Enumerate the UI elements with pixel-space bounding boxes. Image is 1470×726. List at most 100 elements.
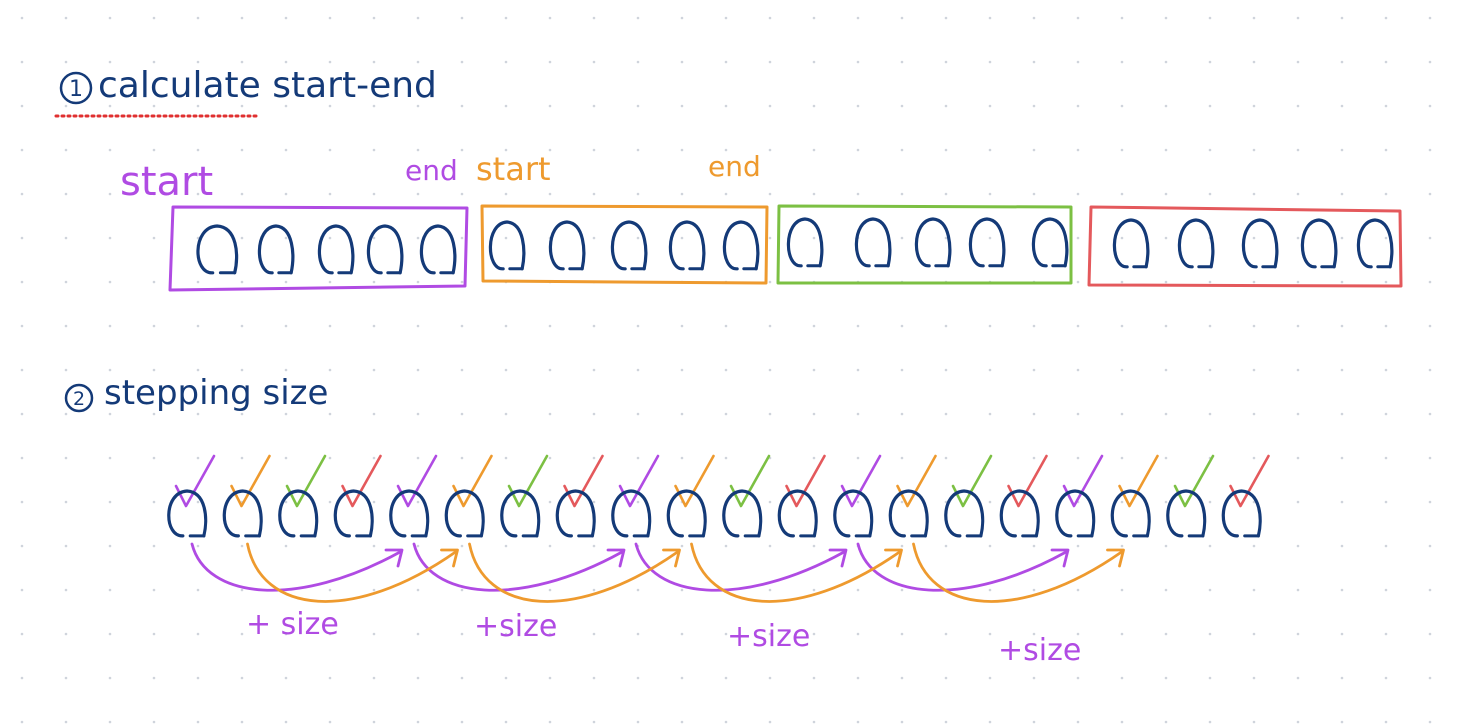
grid-dot [680,588,684,592]
grid-dot [416,412,420,416]
grid-dot [416,456,420,460]
array-item-stroke [1166,489,1207,538]
array-item-stroke [333,489,374,538]
array-item-stroke [196,224,239,275]
grid-dot [856,324,860,328]
grid-dot [460,236,464,240]
purple-step-arrowhead [606,548,626,568]
step-checkmark [1229,454,1270,508]
grid-dot [1296,588,1300,592]
grid-dot [372,368,376,372]
array-item [366,224,404,275]
grid-dot [1164,104,1168,108]
grid-dot [592,632,596,636]
grid-dot [1296,192,1300,196]
grid-dot [1384,412,1388,416]
grid-dot [944,236,948,240]
grid-dot [284,544,288,548]
grid-dot [548,324,552,328]
grid-dot [1340,456,1344,460]
grid-dot [416,588,420,592]
array-item-stroke [1241,218,1279,269]
grid-dot [680,632,684,636]
grid-dot [1296,60,1300,64]
grid-dot [1120,104,1124,108]
grid-dot [64,280,68,284]
grid-dot [900,60,904,64]
grid-dot [372,148,376,152]
grid-dot [724,60,728,64]
grid-dot [108,588,112,592]
grid-dot [1252,104,1256,108]
grid-dot [1076,324,1080,328]
array-item-stroke [1031,217,1069,268]
grid-dot [108,368,112,372]
grid-dot [152,60,156,64]
grid-dot [636,192,640,196]
grid-dot [372,236,376,240]
array-item [999,489,1040,538]
grid-dot [592,588,596,592]
grid-dot [240,236,244,240]
grid-dot [1120,588,1124,592]
grid-dot [900,236,904,240]
grid-dot [812,16,816,20]
grid-dot [108,632,112,636]
grid-dot [460,192,464,196]
orange-step-arrow [690,542,901,603]
grid-dot [64,632,68,636]
grid-dot [196,148,200,152]
grid-dot [1296,16,1300,20]
array-item [944,489,985,538]
grid-dot [1428,280,1432,284]
array-item [1300,218,1338,269]
grid-dot [372,324,376,328]
grid-dot [152,368,156,372]
grid-dot [20,544,24,548]
grid-dot [108,324,112,328]
array-item [317,224,355,275]
grid-dot [1384,500,1388,504]
grid-dot [944,676,948,680]
section-2-title: stepping size [104,373,328,413]
grid-dot [1384,544,1388,548]
grid-dot [1252,720,1256,724]
grid-dot [504,456,508,460]
grid-dot [1208,280,1212,284]
grid-dot [328,60,332,64]
grid-dot [1076,192,1080,196]
grid-dot [1208,60,1212,64]
array-item-stroke [833,489,874,538]
grid-dot [724,192,728,196]
grid-dot [284,104,288,108]
grid-dot [1032,632,1036,636]
grid-dot [240,588,244,592]
grid-dot [372,60,376,64]
grid-dot [1384,16,1388,20]
grid-dot [108,192,112,196]
grid-dot [460,60,464,64]
array-item-stroke [1221,489,1262,538]
grid-dot [152,192,156,196]
grid-dot [636,104,640,108]
array-item-stroke [1300,218,1338,269]
grid-dot [1428,368,1432,372]
grid-dot [1296,324,1300,328]
grid-dot [1428,500,1432,504]
grid-dot [768,720,772,724]
grid-dot [812,588,816,592]
grid-dot [152,16,156,20]
grid-dot [856,60,860,64]
grid-dot [812,676,816,680]
grid-dot [812,192,816,196]
array-item [1055,489,1096,538]
grid-dot [988,368,992,372]
grid-dot [1252,676,1256,680]
grid-dot [1340,544,1344,548]
grid-dot [1340,60,1344,64]
grid-dot [900,104,904,108]
grid-dot [724,148,728,152]
grid-dot [1208,104,1212,108]
step-checkmark [174,454,216,508]
